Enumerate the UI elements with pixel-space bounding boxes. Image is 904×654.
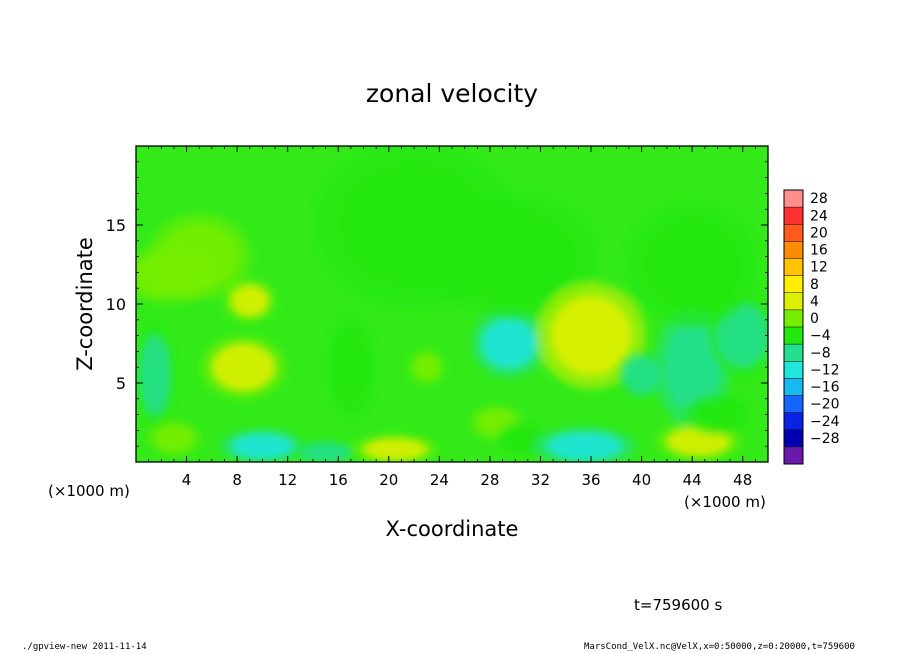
colorbar-cell	[784, 309, 803, 328]
field-feature	[641, 217, 743, 312]
colorbar-label: 4	[810, 294, 819, 310]
colorbar-cell	[784, 258, 803, 277]
field-feature	[139, 335, 171, 415]
field-feature	[717, 304, 768, 368]
colorbar-cell	[784, 224, 803, 242]
colorbar-cell	[784, 292, 803, 311]
field-feature	[161, 225, 238, 289]
field-feature	[211, 343, 276, 391]
colorbar-label: −4	[810, 328, 831, 344]
x-tick-label: 24	[430, 471, 449, 489]
x-tick-label: 40	[632, 471, 651, 489]
field-feature	[502, 425, 541, 451]
x-tick-label: 4	[182, 471, 192, 489]
field-features	[136, 146, 768, 462]
colorbar-label: 12	[810, 260, 828, 276]
y-axis-label: Z-coordinate	[73, 237, 97, 371]
colorbar-cell	[784, 395, 803, 414]
colorbar-label: 0	[810, 311, 819, 327]
colorbar-cell	[784, 361, 803, 379]
colorbar-cell	[784, 429, 803, 448]
colorbar-label: −24	[810, 414, 840, 430]
field-feature	[230, 285, 269, 317]
field-feature	[414, 354, 440, 380]
colorbar-label: −20	[810, 397, 840, 413]
colorbar-cell	[784, 241, 803, 259]
x-tick-label: 20	[379, 471, 398, 489]
colorbar-cell	[784, 207, 803, 225]
x-tick-label: 16	[329, 471, 348, 489]
colorbar-frame	[783, 189, 804, 465]
x-tick-label: 44	[683, 471, 702, 489]
y-axis-ticks: 5 10 15	[106, 161, 768, 447]
colorbar-label: 28	[810, 191, 828, 207]
field-feature	[363, 438, 427, 461]
x-tick-label: 12	[278, 471, 297, 489]
colorbar-cell	[784, 412, 803, 431]
x-tick-label: 8	[232, 471, 242, 489]
colorbar-cells	[784, 190, 803, 465]
colorbar-cell	[784, 446, 803, 465]
x-tick-label: 48	[733, 471, 752, 489]
colorbar-cell	[784, 327, 803, 345]
colorbar-cell	[784, 378, 803, 396]
x-tick-label: 32	[531, 471, 550, 489]
field-feature	[546, 431, 623, 461]
x-axis-label: X-coordinate	[386, 517, 519, 541]
field-feature	[664, 322, 720, 412]
y-tick-label: 5	[116, 374, 126, 393]
field-feature	[481, 318, 537, 369]
colorbar-label: −16	[810, 380, 840, 396]
colorbar-label: 20	[810, 225, 828, 241]
colorbar-label: −28	[810, 431, 840, 447]
y-tick-label: 15	[106, 216, 126, 235]
x-tick-label: 28	[480, 471, 499, 489]
y-tick-label: 10	[106, 295, 126, 314]
field-feature	[692, 398, 743, 431]
chart-title: zonal velocity	[366, 79, 538, 108]
x-unit-label-right: (×1000 m)	[684, 493, 766, 511]
colorbar-label: 16	[810, 243, 828, 259]
x-tick-label: 36	[581, 471, 600, 489]
colorbar-label: −12	[810, 362, 840, 378]
colorbar-cell	[784, 275, 803, 294]
colorbar-cell	[784, 344, 803, 362]
field-feature	[154, 425, 193, 451]
field-feature	[622, 356, 661, 395]
field-feature	[230, 433, 294, 459]
x-axis-ticks: 4 8 12 16 20 24 28 32 36 40 44 48	[148, 146, 756, 489]
colorbar-label: 8	[810, 277, 819, 293]
colorbar-cell	[784, 190, 803, 208]
x-unit-label-left: (×1000 m)	[48, 482, 130, 500]
colorbar-label: 24	[810, 208, 828, 224]
colorbar-label: −8	[810, 345, 831, 361]
time-annotation: t=759600 s	[634, 596, 722, 614]
field-feature	[331, 327, 370, 407]
field-feature	[550, 296, 632, 376]
footer-left: ./gpview-new 2011-11-14	[22, 642, 147, 652]
footer-right: MarsCond_VelX.nc@VelX,x=0:50000,z=0:2000…	[584, 642, 855, 652]
field-feature	[452, 209, 579, 304]
